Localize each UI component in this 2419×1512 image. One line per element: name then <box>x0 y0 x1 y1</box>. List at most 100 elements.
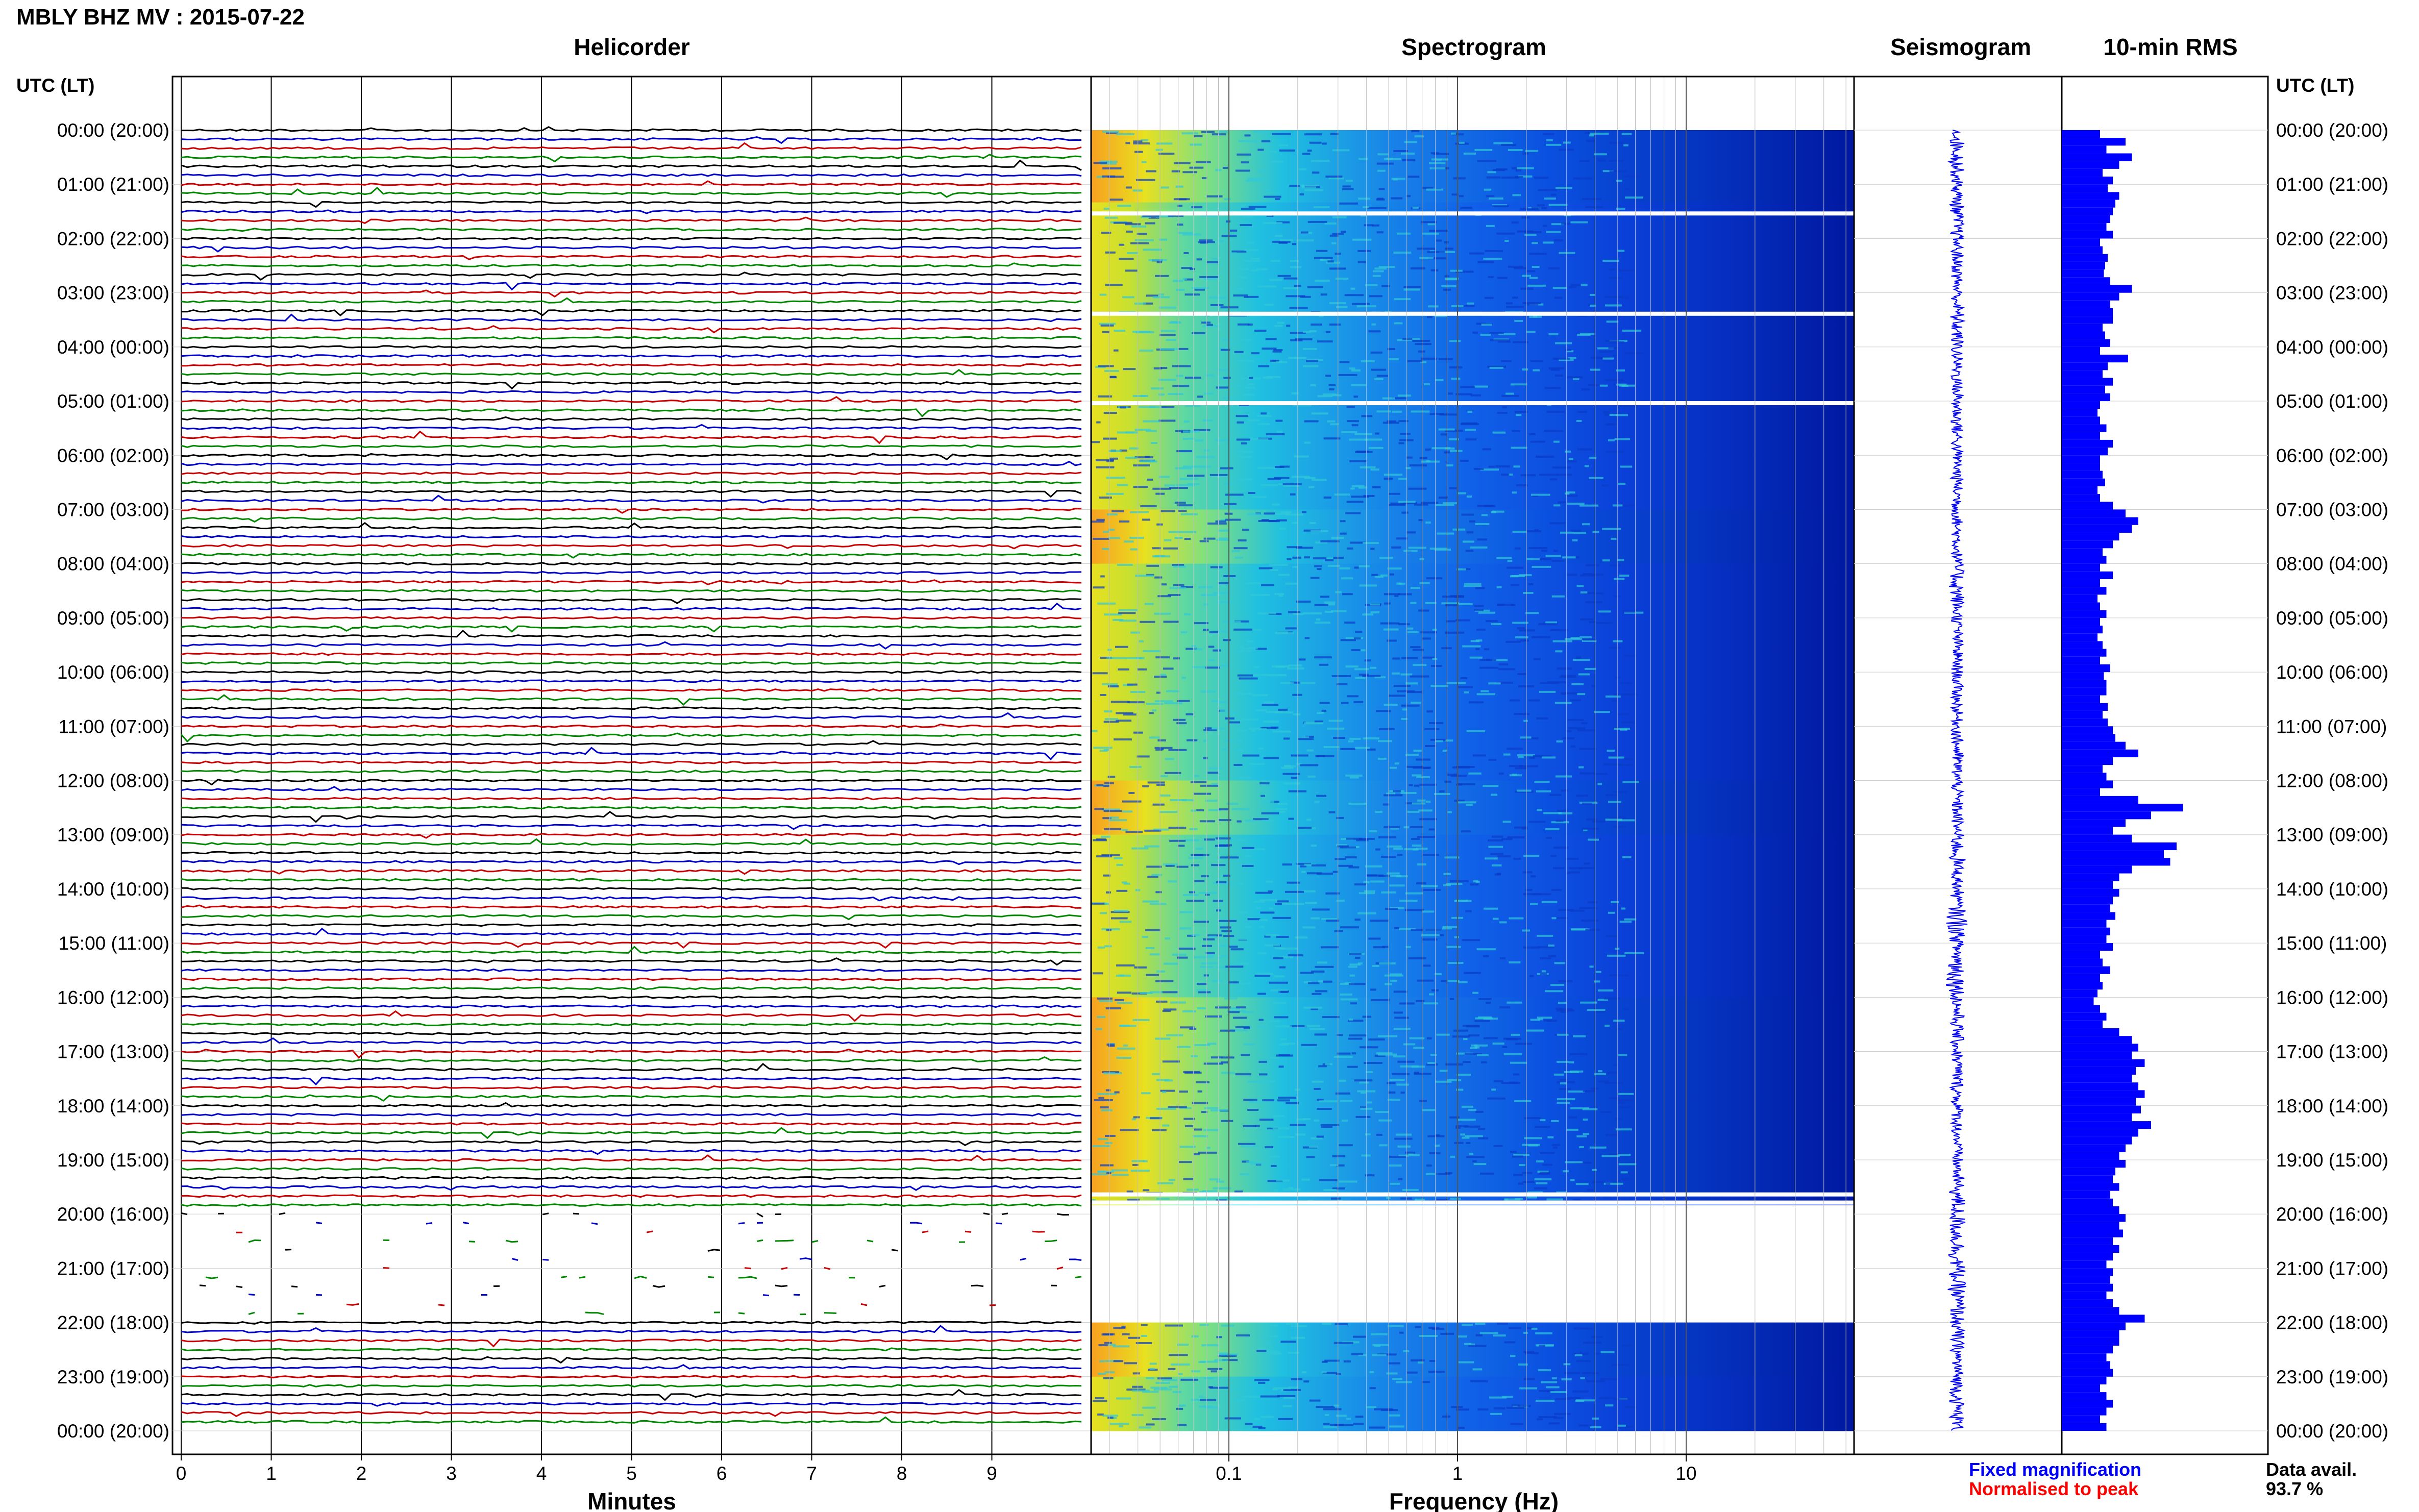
spectrogram-speckle <box>1262 348 1277 350</box>
spectrogram-speckle <box>1190 143 1202 146</box>
spectrogram-row <box>1091 220 1854 230</box>
spectrogram-speckle <box>1592 1417 1599 1420</box>
spectrogram-speckle <box>1553 550 1558 552</box>
minute-tick-label: 0 <box>176 1463 187 1484</box>
rms-bar <box>2062 1090 2145 1098</box>
spectrogram-speckle <box>1531 636 1550 638</box>
spectrogram-speckle <box>1198 586 1213 588</box>
spectrogram-speckle <box>1206 324 1213 326</box>
spectrogram-speckle <box>1225 220 1230 223</box>
spectrogram-speckle <box>1101 835 1110 838</box>
spectrogram-speckle <box>1182 171 1197 173</box>
spectrogram-speckle <box>1142 900 1159 903</box>
rms-bar <box>2062 432 2100 440</box>
helicorder-trace <box>181 460 1082 466</box>
spectrogram-speckle <box>1198 991 1211 994</box>
spectrogram-speckle <box>1501 1082 1521 1084</box>
spectrogram-speckle <box>1461 513 1474 516</box>
spectrogram-speckle <box>1340 748 1355 750</box>
spectrogram-speckle <box>1591 1336 1603 1339</box>
spectrogram-speckle <box>1250 729 1255 732</box>
spectrogram-row <box>1091 338 1854 348</box>
spectrogram-speckle <box>1303 348 1317 350</box>
spectrogram-speckle <box>1466 1156 1485 1158</box>
spectrogram-speckle <box>1113 1360 1124 1362</box>
spectrogram-row <box>1091 861 1854 872</box>
spectrogram-speckle <box>1370 468 1379 471</box>
spectrogram-speckle <box>1408 176 1420 178</box>
spectrogram-speckle <box>1609 160 1624 162</box>
spectrogram-speckle <box>1191 206 1203 209</box>
spectrogram-speckle <box>1583 1118 1588 1121</box>
helicorder-trace <box>181 1094 1082 1102</box>
spectrogram-speckle <box>1414 784 1419 787</box>
spectrogram-speckle <box>1210 1386 1228 1389</box>
spectrogram-speckle <box>1260 1335 1278 1337</box>
spectrogram-speckle <box>1392 1378 1402 1380</box>
spectrogram-speckle <box>1169 587 1187 589</box>
spectrogram-speckle <box>1199 1191 1206 1193</box>
spectrogram-speckle <box>1119 619 1137 622</box>
spectrogram-speckle <box>1387 420 1397 423</box>
spectrogram-speckle <box>1314 656 1332 659</box>
time-label-right: 11:00 (07:00) <box>2276 716 2387 737</box>
spectrogram-speckle <box>1304 556 1310 559</box>
spectrogram-speckle <box>1404 141 1417 143</box>
spectrogram-row <box>1091 1178 1854 1187</box>
spectrogram-speckle <box>1598 1080 1609 1083</box>
spectrogram-speckle <box>1191 1335 1199 1338</box>
spectrogram-speckle <box>1255 648 1267 650</box>
spectrogram-speckle <box>1393 1055 1405 1058</box>
time-label-left: 18:00 (14:00) <box>57 1096 169 1117</box>
helicorder-trace <box>181 869 1081 875</box>
spectrogram-speckle <box>1392 1073 1410 1075</box>
spectrogram-row <box>1091 1132 1854 1143</box>
spectrogram-speckle <box>1500 957 1505 960</box>
spectrogram-speckle <box>1297 827 1312 829</box>
spectrogram-speckle <box>1316 755 1335 757</box>
helicorder-trace <box>181 444 1082 449</box>
spectrogram-speckle <box>1470 883 1479 886</box>
rms-bar <box>2062 1105 2141 1113</box>
spectrogram-speckle <box>1444 780 1451 783</box>
helicorder-trace <box>347 1303 1039 1305</box>
spectrogram-speckle <box>1290 493 1296 495</box>
spectrogram-speckle <box>1530 360 1544 362</box>
spectrogram-speckle <box>1590 1426 1601 1428</box>
spectrogram-speckle <box>1184 538 1191 540</box>
helicorder-trace <box>181 811 1082 823</box>
spectrogram-speckle <box>1426 188 1443 191</box>
spectrogram-speckle <box>1244 249 1258 251</box>
spectrogram-speckle <box>1348 983 1366 985</box>
spectrogram-speckle <box>1400 1197 1412 1200</box>
spectrogram-speckle <box>1118 612 1136 614</box>
rms-bar <box>2062 610 2107 618</box>
spectrogram-speckle <box>1449 450 1463 452</box>
spectrogram-speckle <box>1246 1161 1257 1163</box>
spectrogram-speckle <box>1474 1044 1488 1047</box>
spectrogram-speckle <box>1202 1190 1218 1193</box>
spectrogram-speckle <box>1561 675 1576 677</box>
spectrogram-speckle <box>1348 803 1367 805</box>
spectrogram-speckle <box>1310 577 1320 579</box>
spectrogram-speckle <box>1375 848 1380 851</box>
spectrogram-speckle <box>1128 1336 1141 1339</box>
spectrogram-speckle <box>1276 631 1288 634</box>
spectrogram-speckle <box>1214 1359 1228 1361</box>
spectrogram-speckle <box>1577 693 1586 696</box>
spectrogram-speckle <box>1325 603 1336 606</box>
spectrogram-speckle <box>1224 883 1244 885</box>
spectrogram-speckle <box>1478 1137 1488 1139</box>
spectrogram-speckle <box>1095 459 1114 461</box>
spectrogram-speckle <box>1250 269 1258 271</box>
spectrogram-speckle <box>1332 394 1342 396</box>
spectrogram-speckle <box>1430 738 1446 741</box>
spectrogram-speckle <box>1413 848 1419 851</box>
spectrogram-speckle <box>1191 1370 1201 1373</box>
spectrogram-speckle <box>1263 377 1273 379</box>
spectrogram-speckle <box>1557 1081 1575 1083</box>
spectrogram-speckle <box>1614 578 1625 580</box>
spectrogram-speckle <box>1356 839 1369 841</box>
helicorder-trace <box>181 625 1082 633</box>
spectrogram-speckle <box>1296 547 1314 549</box>
